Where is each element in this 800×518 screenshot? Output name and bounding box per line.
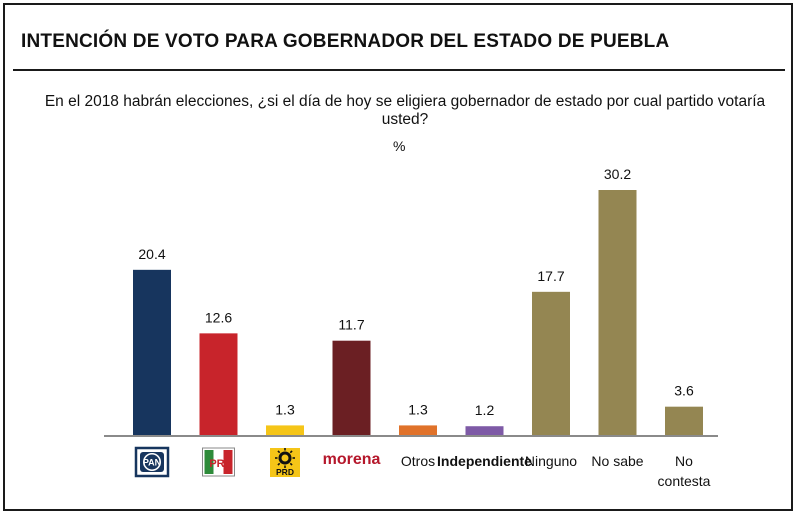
chart-question: En el 2018 habrán elecciones, ¿si el día…	[44, 93, 766, 128]
chart-title: INTENCIÓN DE VOTO PARA GOBERNADOR DEL ES…	[21, 31, 670, 52]
bar-group-prd: 1.3 PRD	[266, 401, 304, 477]
data-label: 30.2	[604, 166, 631, 182]
tick-label: Otros	[401, 453, 435, 469]
data-label: 1.3	[408, 401, 428, 417]
tick-label: contesta	[658, 473, 711, 489]
data-label: 1.3	[275, 401, 295, 417]
tick-label: PRD	[276, 467, 294, 477]
data-label: 12.6	[205, 309, 232, 325]
tick-label: morena	[323, 451, 381, 468]
bar-group-no-sabe: 30.2 No sabe	[591, 166, 643, 469]
bar	[465, 426, 504, 436]
data-label: 20.4	[138, 246, 165, 262]
bar	[532, 291, 570, 436]
bar-group-pri: 12.6 PRI	[199, 309, 238, 477]
bar-group-no-contesta: 3.6 No contesta	[658, 383, 711, 489]
bar	[133, 269, 171, 436]
bar-group-pan: 20.4 PAN	[133, 246, 171, 478]
data-label: 1.2	[475, 402, 495, 418]
bar-group-morena: 11.7 morena	[323, 317, 381, 468]
unit-label: %	[393, 138, 406, 154]
bar	[665, 406, 703, 436]
tick-label: No sabe	[591, 453, 643, 469]
bar	[332, 340, 371, 436]
data-label: 17.7	[537, 268, 564, 284]
bar	[199, 333, 238, 436]
bar-group-independiente: 1.2 Independiente	[437, 402, 532, 469]
bar	[399, 425, 437, 436]
data-label: 11.7	[338, 317, 364, 333]
bar-group-ninguno: 17.7 Ninguno	[525, 268, 577, 469]
title-divider	[13, 69, 785, 71]
bar-group-otros: 1.3 Otros	[399, 401, 437, 469]
tick-label: Independiente	[437, 453, 532, 469]
prd-logo: PRD	[270, 448, 300, 477]
tick-label: No	[675, 453, 693, 469]
data-label: 3.6	[674, 383, 694, 399]
tick-label: PAN	[143, 458, 161, 468]
tick-label: Ninguno	[525, 453, 577, 469]
pan-logo: PAN	[134, 446, 170, 478]
bar	[598, 190, 637, 436]
pri-logo: PRI	[202, 447, 235, 477]
bar	[266, 425, 304, 436]
tick-label: PRI	[209, 458, 227, 470]
